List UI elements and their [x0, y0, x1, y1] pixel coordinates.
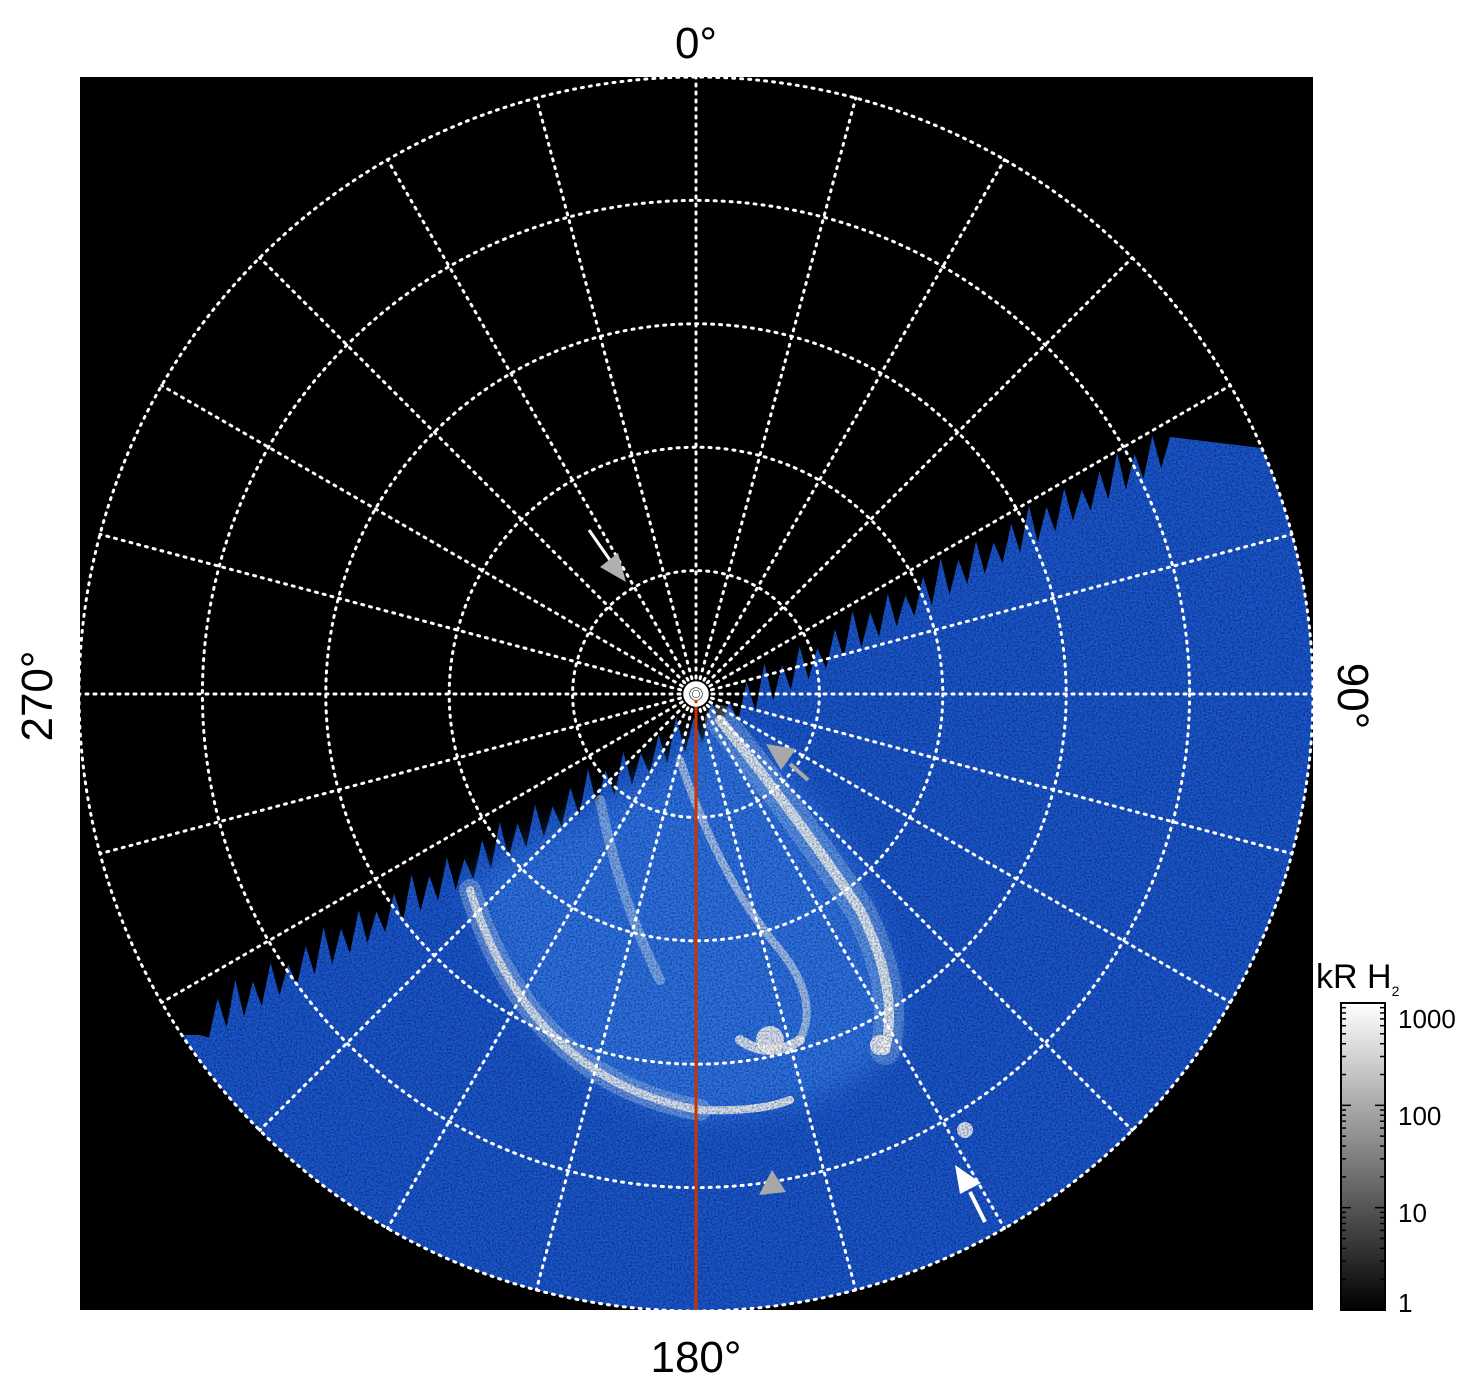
- colorbar-title-subscript: 2: [1391, 982, 1400, 999]
- grid-meridian: [534, 692, 698, 1292]
- grid-meridian: [694, 692, 1232, 1004]
- colorbar-ticks: [1341, 1006, 1385, 1311]
- colorbar-gradient: [1340, 1002, 1386, 1311]
- grid-meridian: [694, 532, 1294, 696]
- grid-meridian: [694, 384, 1232, 696]
- colorbar-title: kR H2: [1316, 958, 1399, 999]
- azimuth-label-270: 270°: [13, 650, 62, 742]
- colorbar-tick-label: 10: [1398, 1198, 1427, 1228]
- annotation-arrows: [587, 529, 987, 1223]
- arrow-marker: [759, 1170, 786, 1195]
- grid-meridian: [160, 384, 698, 696]
- pole-marker: [683, 681, 709, 707]
- grid-meridian: [534, 96, 698, 696]
- arrow-marker: [766, 744, 810, 782]
- grid-meridian: [694, 158, 1006, 696]
- grid-meridian: [694, 256, 1134, 696]
- colorbar-tick-label: 1000: [1398, 1004, 1456, 1034]
- grid-meridian: [258, 692, 698, 1132]
- pole-marker-inner: [690, 688, 702, 700]
- azimuth-label-90: 90°: [1328, 662, 1377, 730]
- grid-meridian: [694, 692, 1294, 856]
- aurora-emission: [80, 77, 1313, 1310]
- grid-meridian: [694, 692, 858, 1292]
- grid-meridian: [98, 692, 698, 856]
- colorbar-tick-label: 1: [1398, 1288, 1413, 1318]
- grid-meridian: [386, 692, 698, 1230]
- colorbar-tick-label: 100: [1398, 1101, 1442, 1131]
- colorbar: [1340, 1002, 1386, 1311]
- grid-meridian: [386, 158, 698, 696]
- colorbar-title-text: kR H: [1316, 958, 1392, 996]
- azimuth-label-0: 0°: [674, 19, 718, 68]
- grid-meridian: [694, 692, 1006, 1230]
- polar-grid: [77, 75, 1315, 1313]
- grid-meridian: [98, 532, 698, 696]
- grid-meridian: [694, 96, 858, 696]
- grid-meridian: [694, 692, 1134, 1132]
- azimuth-label-180: 180°: [650, 1333, 742, 1382]
- arrow-marker: [587, 529, 626, 582]
- grid-meridian: [258, 256, 698, 696]
- arrow-marker: [955, 1165, 987, 1223]
- grid-meridian: [160, 692, 698, 1004]
